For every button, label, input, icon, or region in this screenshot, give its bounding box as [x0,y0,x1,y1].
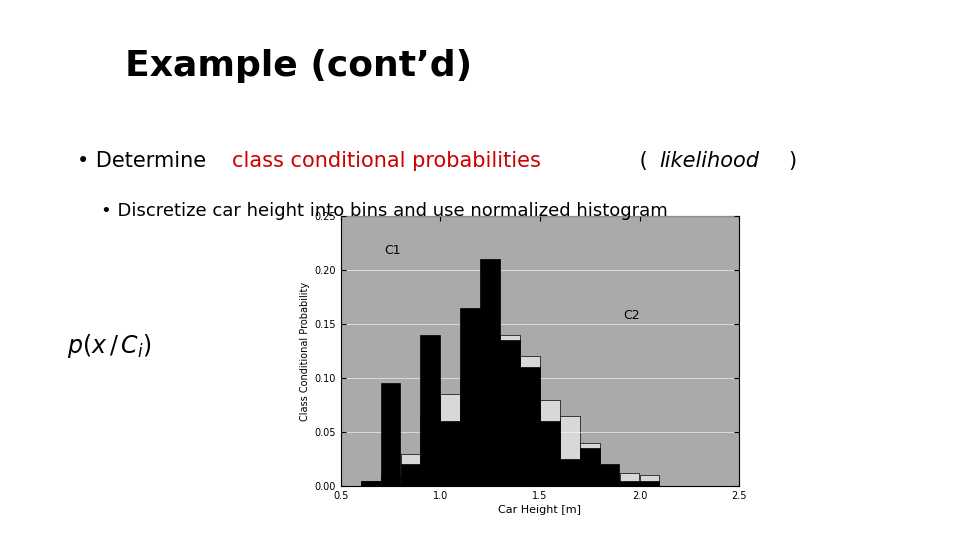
Bar [620,481,639,486]
Bar [520,367,540,486]
Text: $p(x\,/\,C_i)$: $p(x\,/\,C_i)$ [67,332,152,360]
Text: C2: C2 [624,308,640,322]
Bar [540,400,560,486]
Bar [639,475,660,486]
Bar [500,340,520,486]
Text: class conditional probabilities: class conditional probabilities [232,151,541,171]
Bar [420,335,441,486]
Text: C1: C1 [385,244,401,257]
Bar [420,416,441,486]
Bar [380,475,400,486]
Text: (: ( [634,151,648,171]
Y-axis label: Class Conditional Probability: Class Conditional Probability [300,281,310,421]
Bar [600,464,619,486]
Bar [441,394,460,486]
Bar [600,475,619,486]
Bar [400,464,420,486]
Bar [520,356,540,486]
Bar [500,335,520,486]
Bar [361,481,380,486]
Bar [580,443,600,486]
Bar [560,416,580,486]
Bar [400,454,420,486]
Bar [480,259,500,486]
Bar [461,378,480,486]
Bar [580,448,600,486]
Bar [361,481,380,486]
Bar [441,421,460,486]
Bar [560,459,580,486]
Bar [461,308,480,486]
Bar [540,421,560,486]
Text: ): ) [789,151,797,171]
Text: likelihood: likelihood [660,151,759,171]
Text: • Discretize car height into bins and use normalized histogram: • Discretize car height into bins and us… [101,202,667,220]
Bar [620,473,639,486]
Text: Example (cont’d): Example (cont’d) [125,49,472,83]
Text: • Determine: • Determine [77,151,212,171]
Bar [380,383,400,486]
Bar [639,481,660,486]
X-axis label: Car Height [m]: Car Height [m] [498,505,582,515]
Bar [480,351,500,486]
